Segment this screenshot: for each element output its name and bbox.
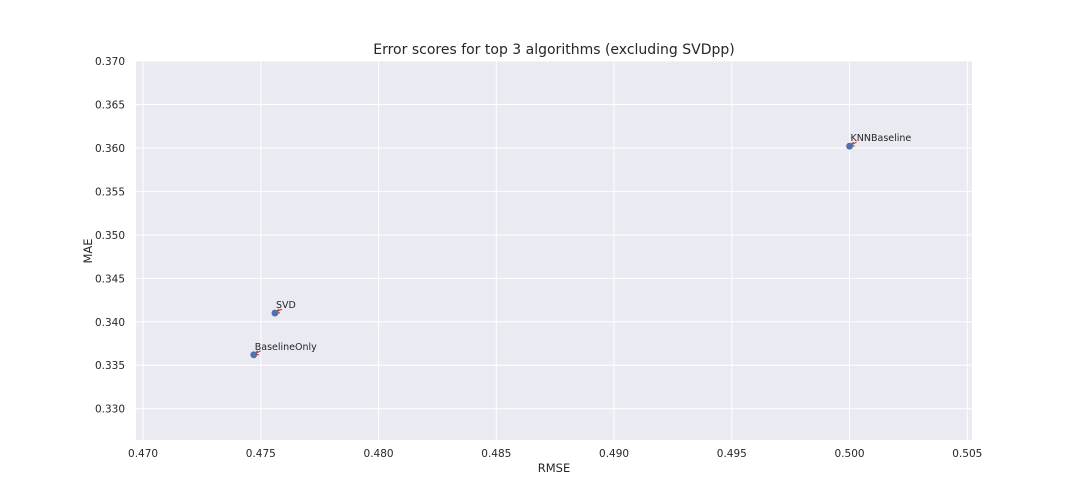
data-point-group: BaselineOnly [250, 342, 317, 359]
data-point-group: SVD [271, 300, 296, 317]
plot-background [136, 61, 972, 440]
x-tick-label: 0.470 [128, 448, 158, 460]
x-tick-label: 0.495 [717, 448, 747, 460]
data-point [250, 351, 258, 359]
data-point [846, 142, 853, 150]
y-tick-label: 0.355 [95, 186, 125, 198]
data-point [271, 309, 279, 317]
y-tick-label: 0.370 [95, 56, 125, 68]
x-tick-label: 0.485 [481, 448, 511, 460]
y-tick-label: 0.330 [95, 404, 125, 416]
x-tick-label: 0.475 [246, 448, 276, 460]
y-tick-label: 0.335 [95, 360, 125, 372]
point-label: SVD [276, 300, 296, 311]
grid-lines [136, 60, 972, 440]
x-tick-label: 0.500 [835, 448, 865, 460]
x-tick-label: 0.490 [599, 448, 629, 460]
y-tick-label: 0.345 [95, 273, 125, 285]
point-label: KNNBaseline [851, 133, 912, 144]
data-point-group: KNNBaseline [846, 133, 912, 150]
y-tick-label: 0.350 [95, 230, 125, 242]
x-tick-labels: 0.470 0.475 0.480 0.485 0.490 0.495 0.500 0.505 [128, 448, 982, 460]
y-tick-labels: 0.330 0.335 0.340 0.345 0.350 0.355 0.360 0.365… [95, 56, 125, 416]
y-tick-label: 0.360 [95, 143, 125, 155]
y-tick-label: 0.365 [95, 99, 125, 111]
y-tick-label: 0.340 [95, 317, 125, 329]
y-axis-title: MAE [81, 238, 95, 263]
x-tick-label: 0.505 [952, 448, 982, 460]
point-label: BaselineOnly [255, 342, 317, 353]
data-points: BaselineOnly SVD KNNBaseline [250, 133, 912, 359]
x-tick-label: 0.480 [364, 448, 394, 460]
chart-title: Error scores for top 3 algorithms (exclu… [373, 42, 735, 58]
x-axis-title: RMSE [538, 461, 570, 475]
